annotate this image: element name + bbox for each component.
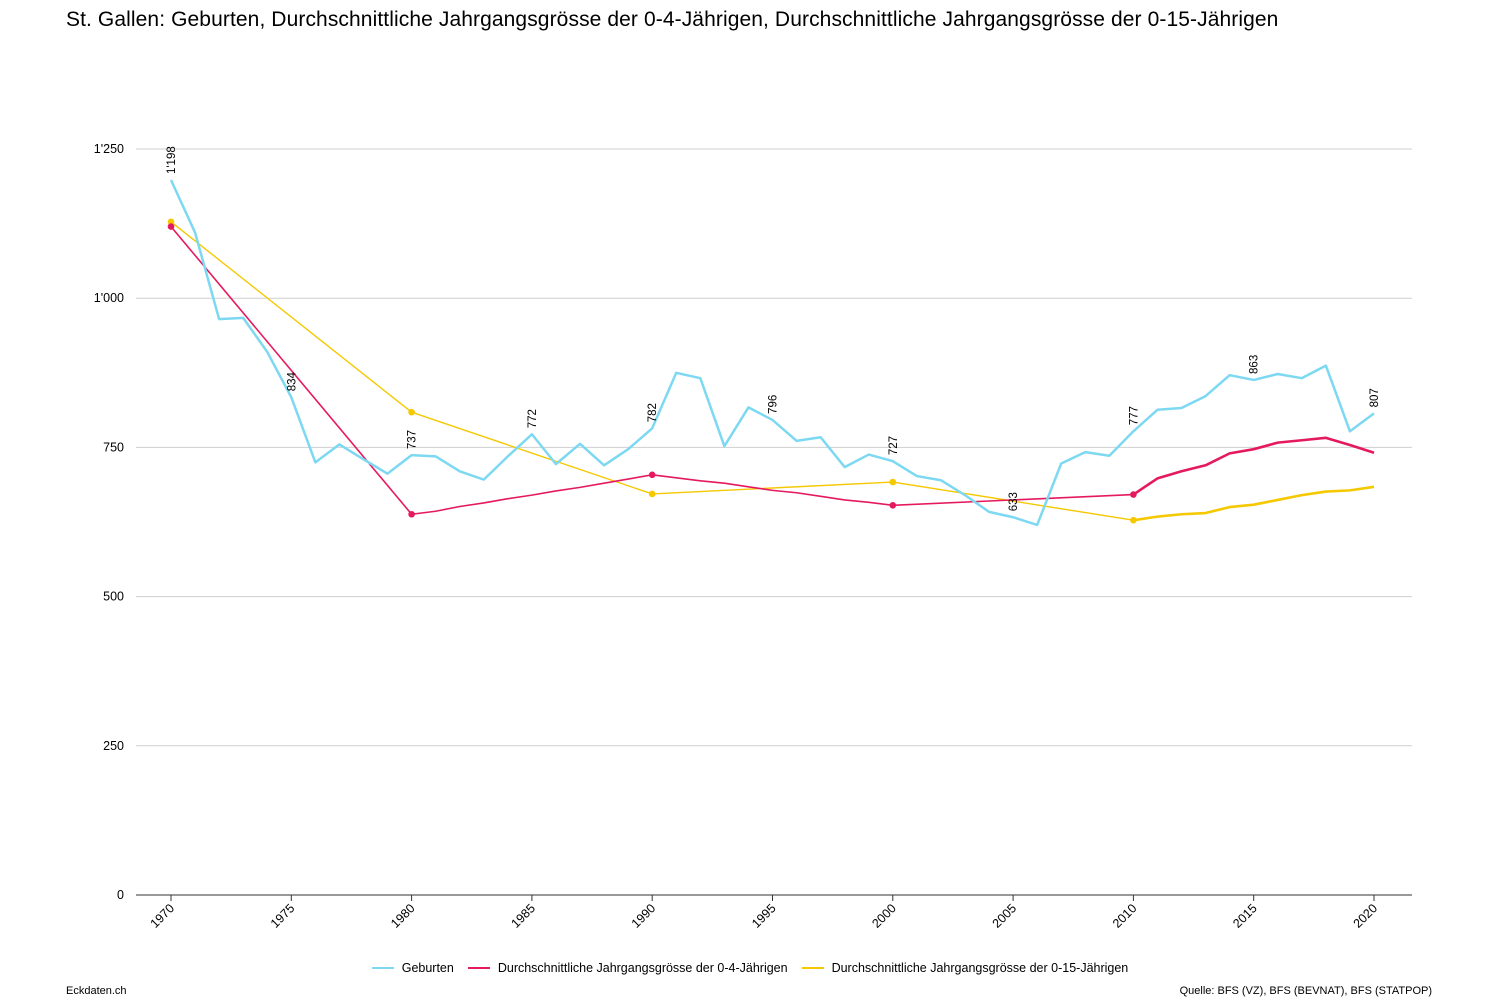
legend-label-0-15: Durchschnittliche Jahrgangsgrösse der 0-… bbox=[831, 961, 1129, 975]
data-label: 863 bbox=[1249, 355, 1261, 374]
series-marker-2 bbox=[167, 218, 175, 226]
x-tick-label: 1980 bbox=[388, 901, 418, 931]
x-tick-label: 2010 bbox=[1110, 901, 1140, 931]
y-tick-label: 1'000 bbox=[94, 291, 124, 305]
y-tick-label: 500 bbox=[103, 590, 124, 604]
x-tick-label: 1990 bbox=[629, 901, 659, 931]
x-tick-label: 1985 bbox=[508, 901, 538, 931]
x-tick-label: 2000 bbox=[869, 901, 899, 931]
y-tick-label: 0 bbox=[117, 888, 124, 902]
chart-legend: Geburten Durchschnittliche Jahrgangsgrös… bbox=[0, 961, 1500, 975]
series-marker-2 bbox=[1130, 516, 1137, 524]
x-tick-label: 2020 bbox=[1351, 901, 1381, 931]
data-label: 727 bbox=[888, 436, 900, 455]
legend-item-geburten[interactable]: Geburten bbox=[371, 961, 454, 975]
footer-brand: Eckdaten.ch bbox=[66, 985, 127, 997]
y-tick-label: 1'250 bbox=[94, 142, 124, 156]
legend-item-0-15[interactable]: Durchschnittliche Jahrgangsgrösse der 0-… bbox=[801, 961, 1129, 975]
legend-label-0-4: Durchschnittliche Jahrgangsgrösse der 0-… bbox=[497, 961, 788, 975]
y-tick-label: 250 bbox=[103, 739, 124, 753]
series-marker-2 bbox=[889, 478, 897, 486]
x-tick-label: 1975 bbox=[268, 901, 298, 931]
x-tick-label: 2015 bbox=[1230, 901, 1260, 931]
legend-item-0-4[interactable]: Durchschnittliche Jahrgangsgrösse der 0-… bbox=[467, 961, 788, 975]
x-tick-label: 1995 bbox=[749, 901, 779, 931]
chart-title: St. Gallen: Geburten, Durchschnittliche … bbox=[66, 8, 1279, 31]
data-label: 777 bbox=[1128, 406, 1140, 425]
series-line-0 bbox=[169, 179, 1375, 527]
series-marker-1 bbox=[889, 501, 897, 509]
series-line-recent-2 bbox=[1133, 485, 1375, 522]
series-line-recent-1 bbox=[1132, 436, 1375, 496]
series-marker-1 bbox=[167, 223, 175, 230]
data-label: 834 bbox=[286, 371, 298, 391]
data-label: 796 bbox=[768, 395, 780, 414]
x-tick-label: 2005 bbox=[990, 901, 1020, 931]
legend-label-geburten: Geburten bbox=[401, 961, 454, 975]
footer-source: Quelle: BFS (VZ), BFS (BEVNAT), BFS (STA… bbox=[1179, 985, 1432, 997]
series-line-2 bbox=[170, 221, 1375, 521]
series-line-1 bbox=[170, 226, 1375, 516]
data-label: 737 bbox=[407, 430, 419, 449]
data-label: 1'198 bbox=[166, 146, 178, 174]
series-marker-1 bbox=[408, 510, 415, 518]
legend-swatch-geburten bbox=[371, 967, 394, 969]
legend-swatch-0-15 bbox=[801, 967, 824, 969]
series-marker-2 bbox=[408, 408, 415, 416]
legend-swatch-0-4 bbox=[467, 967, 490, 969]
series-marker-1 bbox=[648, 471, 656, 479]
y-tick-label: 750 bbox=[103, 440, 124, 454]
data-label: 633 bbox=[1008, 492, 1020, 511]
data-label: 807 bbox=[1369, 388, 1381, 407]
x-tick-label: 1970 bbox=[148, 901, 178, 931]
data-label: 782 bbox=[647, 403, 659, 422]
series-marker-2 bbox=[648, 490, 656, 498]
data-label: 772 bbox=[527, 409, 539, 428]
series-marker-1 bbox=[1130, 491, 1137, 498]
